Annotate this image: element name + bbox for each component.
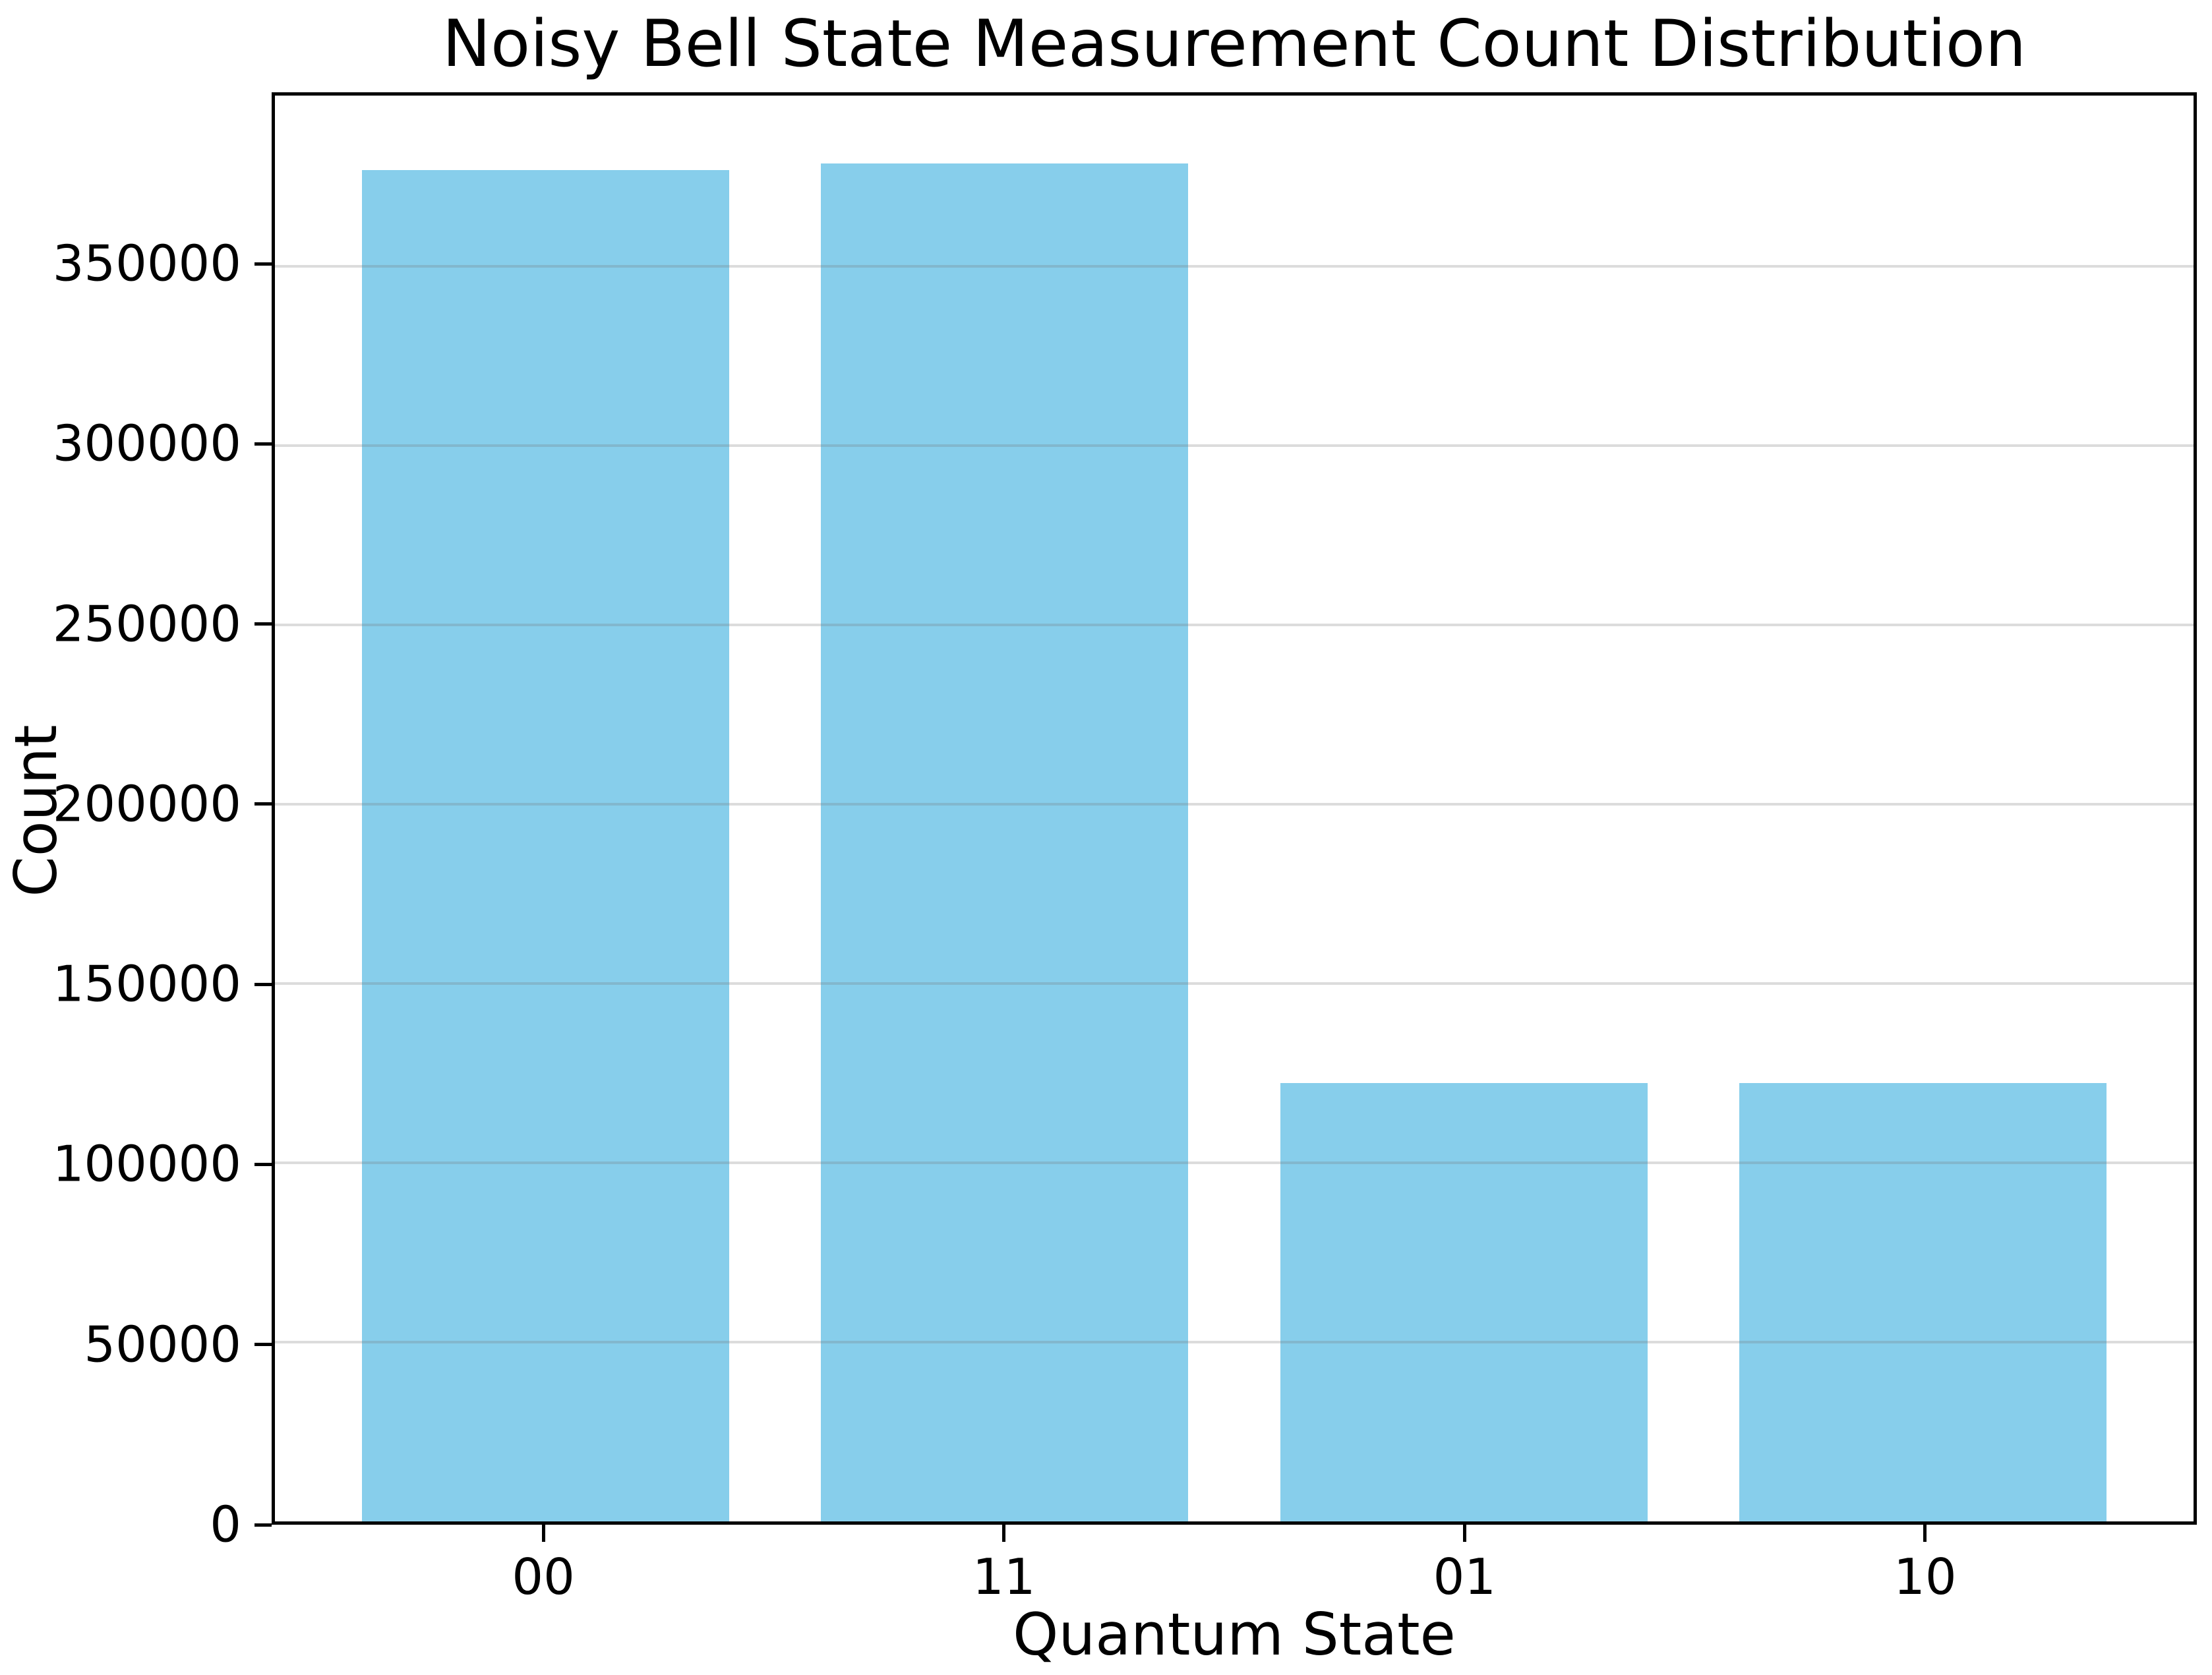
y-tick-label-300000: 300000	[52, 414, 241, 473]
chart-title: Noisy Bell State Measurement Count Distr…	[442, 7, 2027, 82]
gridline-300000	[275, 444, 2194, 447]
y-tick-label-0: 0	[210, 1495, 241, 1554]
gridline-250000	[275, 623, 2194, 626]
gridline-200000	[275, 802, 2194, 806]
y-tick-mark-300000	[254, 442, 272, 446]
x-tick-label-10: 10	[1894, 1548, 1957, 1606]
y-tick-label-200000: 200000	[52, 775, 241, 833]
bars-layer	[275, 96, 2194, 1521]
bar-00	[362, 169, 730, 1521]
x-tick-mark-01	[1462, 1525, 1466, 1542]
gridline-50000	[275, 1340, 2194, 1343]
bar-11	[821, 163, 1189, 1521]
gridlines-layer	[275, 96, 2194, 1521]
y-tick-label-50000: 50000	[84, 1315, 241, 1374]
x-tick-label-00: 00	[512, 1548, 575, 1606]
x-tick-mark-00	[541, 1525, 545, 1542]
y-tick-mark-0	[254, 1523, 272, 1527]
y-tick-mark-100000	[254, 1162, 272, 1166]
x-tick-mark-10	[1923, 1525, 1927, 1542]
y-tick-mark-150000	[254, 982, 272, 986]
bar-10	[1739, 1083, 2107, 1521]
gridline-150000	[275, 982, 2194, 985]
y-tick-label-100000: 100000	[52, 1134, 241, 1193]
x-axis-title: Quantum State	[1013, 1601, 1456, 1668]
y-tick-label-350000: 350000	[52, 234, 241, 293]
gridline-100000	[275, 1161, 2194, 1164]
x-tick-mark-11	[1002, 1525, 1006, 1542]
y-tick-mark-250000	[254, 622, 272, 626]
y-tick-mark-200000	[254, 802, 272, 806]
x-tick-label-01: 01	[1433, 1548, 1496, 1606]
y-tick-mark-350000	[254, 262, 272, 266]
gridline-350000	[275, 264, 2194, 268]
y-tick-label-250000: 250000	[52, 595, 241, 653]
bar-01	[1280, 1083, 1648, 1521]
y-tick-label-150000: 150000	[52, 955, 241, 1013]
plot-area	[272, 92, 2197, 1525]
x-tick-label-11: 11	[972, 1548, 1036, 1606]
y-tick-mark-50000	[254, 1343, 272, 1347]
